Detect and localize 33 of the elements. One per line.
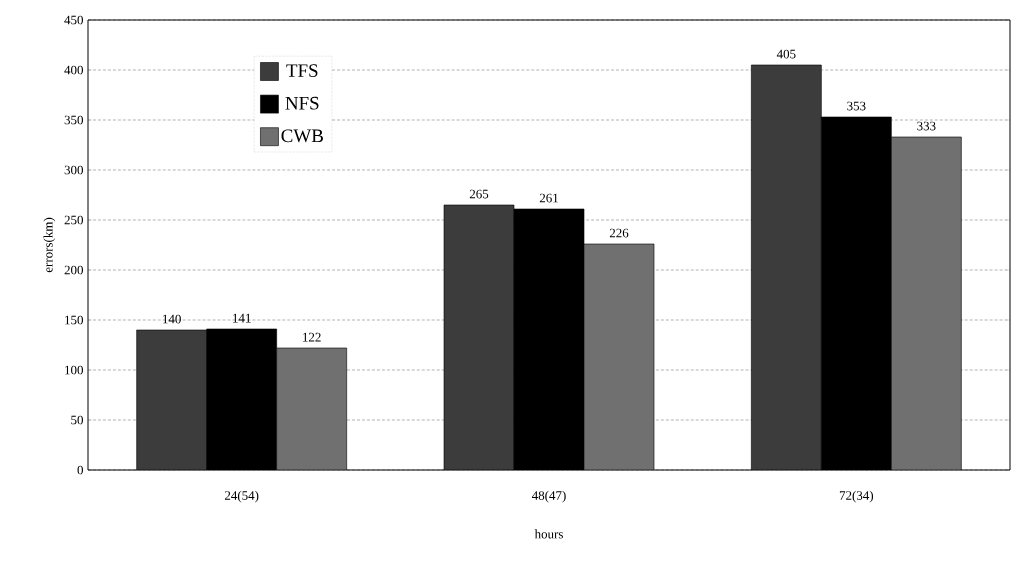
- x-tick-label: 24(54): [224, 490, 259, 503]
- bar: [136, 329, 207, 470]
- y-tick-label: 100: [65, 365, 83, 375]
- y-tick-label: 200: [64, 265, 83, 275]
- x-tick-label: 48(47): [531, 490, 566, 503]
- y-tick-label: 50: [71, 415, 83, 425]
- bar: [891, 136, 962, 470]
- data-label: 333: [917, 121, 936, 131]
- bar: [751, 64, 822, 470]
- legend-label: NFS: [285, 96, 319, 110]
- y-tick-label: 400: [64, 65, 83, 75]
- bar: [583, 243, 655, 470]
- bar: [276, 347, 347, 470]
- y-tick-label: 300: [64, 165, 83, 175]
- y-tick-label: 350: [64, 115, 83, 125]
- data-label: 353: [847, 101, 866, 111]
- y-tick-label: 450: [64, 15, 83, 25]
- x-tick-label: 72(34): [839, 490, 874, 503]
- legend-label: CWB: [281, 129, 323, 143]
- bar: [443, 204, 515, 470]
- y-tick-label: 250: [64, 215, 83, 225]
- data-label: 140: [163, 314, 181, 324]
- y-axis-title: errors(km): [43, 217, 56, 273]
- data-label: 226: [609, 228, 629, 238]
- data-label: 405: [776, 49, 796, 59]
- y-tick-label: 0: [77, 465, 83, 475]
- data-label: 261: [539, 193, 558, 203]
- data-label: 141: [233, 313, 251, 323]
- data-label: 265: [469, 189, 489, 199]
- data-label: 122: [303, 332, 321, 342]
- legend-label: TFS: [286, 64, 318, 77]
- y-tick-label: 150: [65, 315, 83, 325]
- x-axis-title: hours: [534, 529, 563, 539]
